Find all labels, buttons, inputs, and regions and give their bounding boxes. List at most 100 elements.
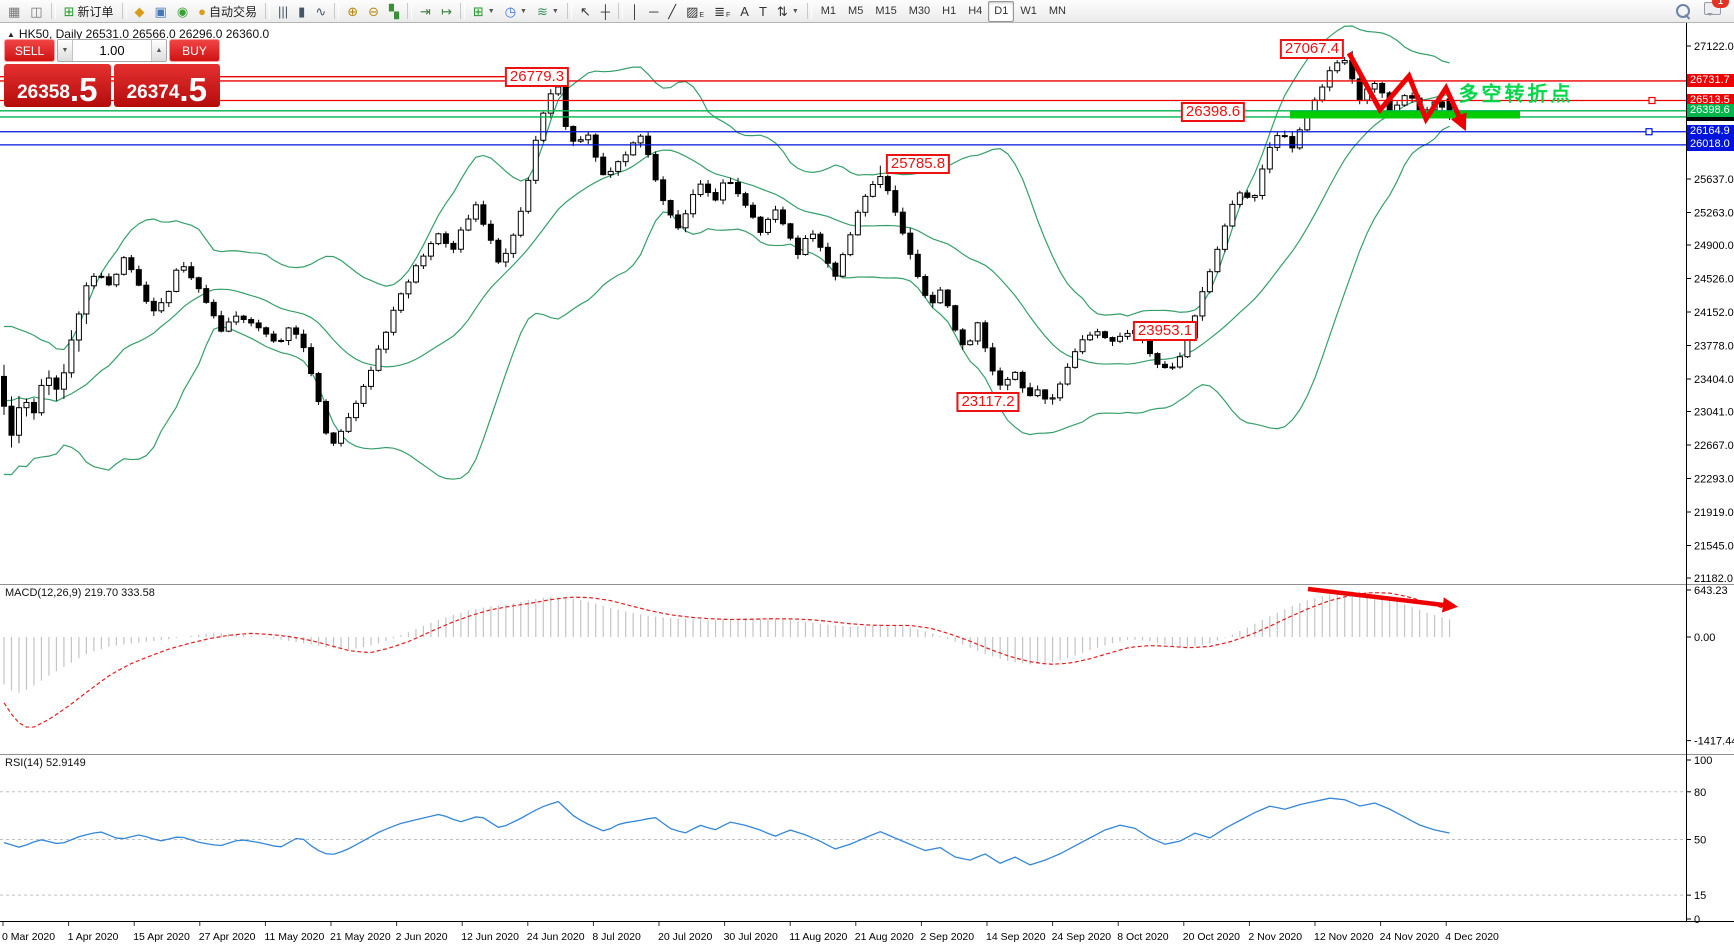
- candle: [1439, 101, 1446, 108]
- volume-increase-button[interactable]: ▲: [151, 40, 166, 61]
- candle: [1102, 331, 1109, 339]
- sell-price-display[interactable]: 26358.5: [4, 64, 111, 107]
- candle: [697, 183, 704, 196]
- arrows-icon: ⇅: [776, 3, 788, 19]
- candle: [397, 293, 404, 311]
- timeframe-button-m5[interactable]: M5: [848, 5, 864, 17]
- new-order-button[interactable]: ⊞ 新订单: [59, 1, 119, 22]
- collapse-triangle-icon[interactable]: ▲: [7, 30, 15, 39]
- svg-text:50: 50: [1694, 835, 1706, 847]
- zoom-out-icon[interactable]: ⊖: [363, 1, 384, 22]
- candle: [323, 401, 330, 434]
- candle: [1379, 83, 1386, 94]
- price-annotation-label[interactable]: 26398.6: [1180, 101, 1246, 122]
- notifications-icon[interactable]: 1: [1704, 0, 1729, 20]
- price-annotation-label[interactable]: 25785.8: [885, 154, 951, 175]
- candle: [465, 218, 472, 231]
- buy-button[interactable]: BUY: [169, 39, 220, 62]
- volume-decrease-button[interactable]: ▼: [58, 40, 73, 61]
- candle: [1004, 378, 1011, 386]
- timeframe-button-d1[interactable]: D1: [988, 0, 1015, 22]
- svg-text:0: 0: [1694, 914, 1700, 926]
- price-annotation-label[interactable]: 23117.2: [956, 392, 1020, 413]
- price-annotation-label[interactable]: 26779.3: [504, 66, 570, 87]
- history-icon[interactable]: ◆: [130, 1, 150, 22]
- rsi-pane[interactable]: [0, 791, 1686, 896]
- timeframe-button-m30[interactable]: M30: [908, 5, 931, 17]
- main-price-pane[interactable]: [1, 25, 1453, 480]
- candle: [293, 327, 300, 335]
- new-chart-icon[interactable]: ⊞ ▼: [468, 1, 500, 22]
- buy-price-main: 26374: [126, 82, 180, 103]
- timeframe-button-mn[interactable]: MN: [1048, 5, 1066, 17]
- timeframe-button-w1[interactable]: W1: [1020, 5, 1037, 17]
- tick-chart-icon[interactable]: ◫: [25, 1, 47, 22]
- price-annotation-label[interactable]: 27067.4: [1279, 38, 1345, 59]
- candle: [839, 254, 846, 277]
- candle: [982, 322, 989, 349]
- line-chart-icon[interactable]: ∿: [310, 1, 331, 22]
- text-icon[interactable]: A: [735, 1, 754, 22]
- horizontal-line-icon[interactable]: ─: [644, 1, 663, 22]
- candle: [540, 112, 547, 141]
- signals-icon[interactable]: ◉: [172, 1, 193, 22]
- candlestick-chart-icon: ▮: [298, 3, 306, 19]
- autotrading-button[interactable]: ● 自动交易: [193, 1, 262, 22]
- zoom-in-icon[interactable]: ⊕: [342, 1, 363, 22]
- cursor-icon[interactable]: ↖: [575, 1, 596, 22]
- profiles-icon[interactable]: ◷ ▼: [500, 1, 532, 22]
- indicators-icon[interactable]: ≋ ▼: [532, 1, 564, 22]
- candle: [60, 372, 67, 390]
- charts-grid-icon[interactable]: ▦: [3, 1, 25, 22]
- chart-shift-icon[interactable]: ↦: [436, 1, 457, 22]
- zigzag-arrow-annotation[interactable]: [1346, 51, 1467, 132]
- bar-chart-icon: |||: [278, 3, 289, 19]
- volume-input[interactable]: [73, 40, 151, 61]
- line-handle[interactable]: [1645, 128, 1653, 136]
- svg-text:21545.0: 21545.0: [1694, 540, 1734, 552]
- sell-button[interactable]: SELL: [4, 39, 55, 62]
- timeframe-button-m15[interactable]: M15: [875, 5, 897, 17]
- candle: [1244, 192, 1251, 198]
- auto-scroll-icon[interactable]: ⇥: [415, 1, 436, 22]
- timeframe-button-h1[interactable]: H1: [942, 5, 957, 17]
- candle: [23, 401, 30, 409]
- macd-pane[interactable]: [3, 591, 1451, 728]
- crosshair-icon[interactable]: ┼: [596, 1, 615, 22]
- price-annotation-label[interactable]: 23953.1: [1132, 321, 1198, 342]
- tick-chart-icon: ◫: [30, 3, 43, 19]
- candle: [1281, 135, 1288, 138]
- buy-price-display[interactable]: 26374.5: [113, 64, 220, 107]
- candle: [472, 204, 479, 220]
- candle: [338, 430, 345, 444]
- tile-windows-icon[interactable]: ▚: [384, 1, 404, 22]
- vertical-line-icon[interactable]: │: [626, 1, 644, 22]
- candle: [667, 200, 674, 216]
- svg-text:21182.0: 21182.0: [1694, 573, 1733, 585]
- candle: [622, 154, 629, 163]
- terminal-icon[interactable]: ▣: [150, 1, 172, 22]
- candlestick-chart-icon[interactable]: ▮: [293, 1, 310, 22]
- date-axis-label: 21 Aug 2020: [855, 931, 914, 943]
- bar-chart-icon[interactable]: |||: [273, 1, 293, 22]
- macd-trend-arrow-annotation[interactable]: [1307, 586, 1459, 613]
- line-handle[interactable]: [1648, 96, 1656, 105]
- timeframe-button-m1[interactable]: M1: [820, 5, 837, 17]
- support-zone-line[interactable]: [1290, 111, 1520, 119]
- date-axis-label: 24 Nov 2020: [1380, 931, 1440, 943]
- equidistant-channel-icon[interactable]: ▨ E: [681, 1, 709, 22]
- date-axis-label: 1 Apr 2020: [68, 931, 119, 943]
- fibonacci-icon[interactable]: ≣ F: [709, 1, 735, 22]
- timeframe-button-h4[interactable]: H4: [968, 5, 983, 17]
- arrows-icon[interactable]: ⇅ ▼: [772, 1, 804, 22]
- candle: [1266, 146, 1273, 170]
- candle: [75, 313, 82, 341]
- search-icon[interactable]: [1676, 4, 1690, 18]
- candle: [495, 239, 502, 263]
- date-axis-label: 20 Jul 2020: [658, 931, 712, 943]
- text-label-icon[interactable]: T: [754, 1, 772, 22]
- trendline-icon[interactable]: ╱: [663, 1, 681, 22]
- candle: [682, 213, 689, 229]
